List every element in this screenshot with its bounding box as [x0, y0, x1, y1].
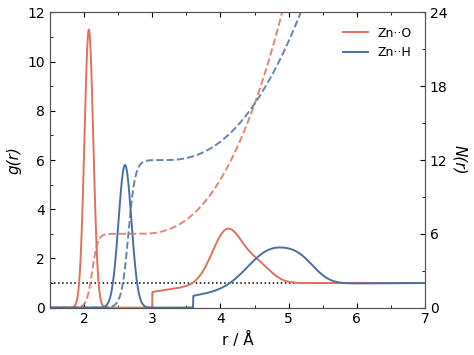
Y-axis label: g(r): g(r) — [7, 146, 22, 174]
X-axis label: r / Å: r / Å — [222, 332, 253, 348]
Legend: Zn··O, Zn··H: Zn··O, Zn··H — [337, 22, 417, 64]
Y-axis label: N(r): N(r) — [452, 145, 467, 175]
